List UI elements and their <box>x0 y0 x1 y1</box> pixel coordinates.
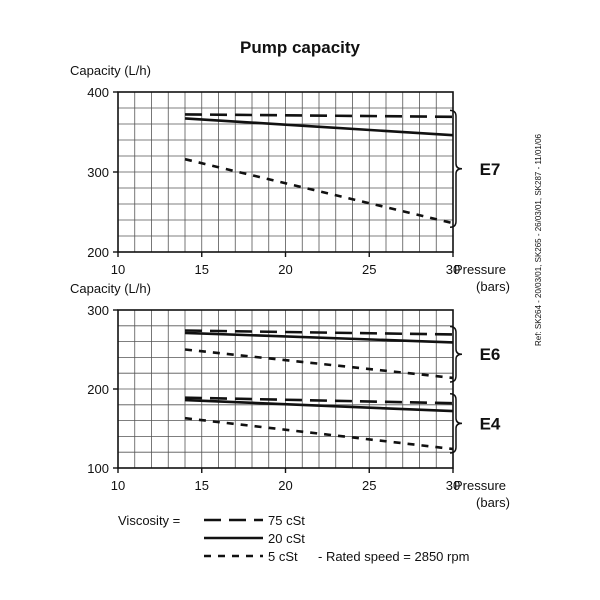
y-tick-label: 200 <box>87 382 109 397</box>
x-tick-label: 10 <box>111 262 125 277</box>
y-tick-label: 300 <box>87 165 109 180</box>
panel-2: Capacity (L/h) 100 200 300 10 15 20 25 30Pressur… <box>70 281 510 510</box>
series-line-e4-75cst <box>184 396 454 405</box>
series-line-e6-20cst <box>184 331 454 344</box>
group-brace <box>449 109 463 228</box>
y-tick-label: 100 <box>87 461 109 476</box>
x-tick-label: 15 <box>195 262 209 277</box>
grid-lines <box>118 92 453 252</box>
x-tick-label: 30 <box>446 478 460 493</box>
legend-note: - Rated speed = 2850 rpm <box>318 549 469 564</box>
x-tick-label: 10 <box>111 478 125 493</box>
group-label: E7 <box>480 160 501 179</box>
series-line-e7-75cst <box>184 113 454 119</box>
group-brace <box>449 392 463 454</box>
y-tick-label: 200 <box>87 245 109 260</box>
group-label: E4 <box>480 414 501 433</box>
x-axis-unit: (bars) <box>476 279 510 294</box>
x-tick-label: 15 <box>195 478 209 493</box>
y-axis-label: Capacity (L/h) <box>70 63 151 78</box>
group-e7: E7 <box>184 109 501 228</box>
group-e6: E6 <box>184 325 501 383</box>
x-tick-label: 25 <box>362 262 376 277</box>
y-axis-label: Capacity (L/h) <box>70 281 151 296</box>
x-tick-label: 30 <box>446 262 460 277</box>
group-e4: E4 <box>184 392 501 454</box>
series-line-e6-5cst <box>184 348 454 380</box>
x-axis-label: Pressure <box>454 478 506 493</box>
legend-label: 5 cSt <box>268 549 298 564</box>
grid-lines <box>118 310 453 468</box>
legend: Viscosity = 75 cSt 20 cSt 5 cSt - Rated spee… <box>118 513 469 564</box>
reference-note: Ref: SK264 - 20/03/01, SK265 - 26/03/01,… <box>534 133 543 346</box>
series-line-e4-5cst <box>184 416 454 451</box>
x-tick-label: 20 <box>278 262 292 277</box>
legend-label: 20 cSt <box>268 531 305 546</box>
chart-title: Pump capacity <box>240 38 361 57</box>
x-axis-unit: (bars) <box>476 495 510 510</box>
x-tick-label: 20 <box>278 478 292 493</box>
group-label: E6 <box>480 345 501 364</box>
series-line-e4-20cst <box>184 398 454 413</box>
x-tick-label: 25 <box>362 478 376 493</box>
y-tick-label: 300 <box>87 303 109 318</box>
legend-title: Viscosity = <box>118 513 180 528</box>
series-line-e7-20cst <box>184 117 454 137</box>
panel-1: Capacity (L/h) 200 300 400 10 15 20 25 30Pressur… <box>70 63 510 294</box>
series-line-e6-75cst <box>184 329 454 336</box>
legend-label: 75 cSt <box>268 513 305 528</box>
series-line-e7-5cst <box>184 157 454 225</box>
group-brace <box>449 325 463 383</box>
x-axis-label: Pressure <box>454 262 506 277</box>
y-tick-label: 400 <box>87 85 109 100</box>
